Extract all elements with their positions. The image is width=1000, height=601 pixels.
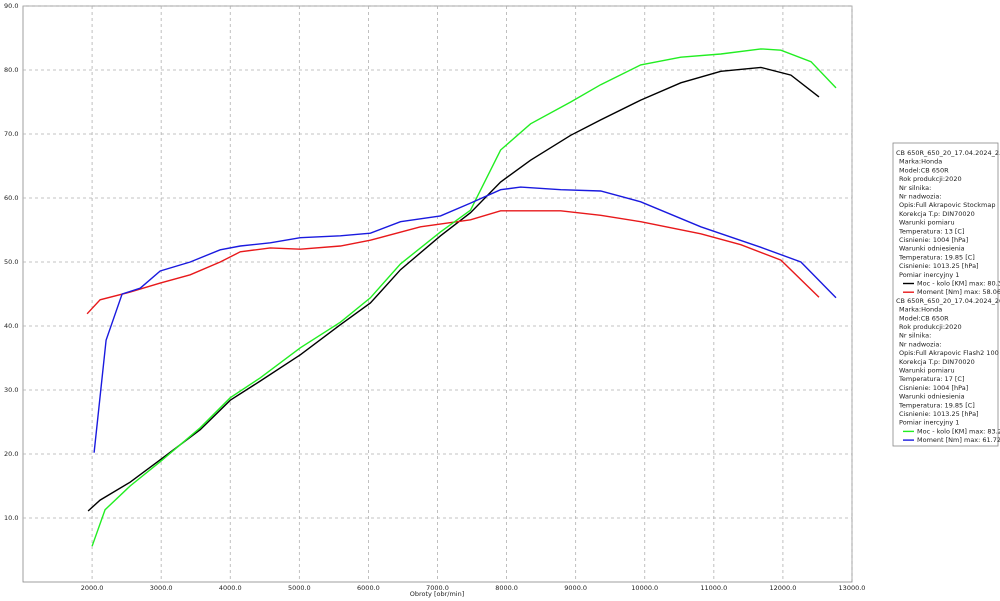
legend-info: Pomiar inercyjny 1: [899, 419, 959, 427]
y-tick-label: 80.0: [4, 66, 18, 74]
x-tick-label: 9000.0: [564, 584, 587, 592]
legend-info: Nr nadwozia:: [899, 193, 942, 201]
y-tick-label: 20.0: [4, 450, 18, 458]
legend-info: Warunki odniesienia: [899, 393, 965, 401]
legend-info: Temperatura: 19.85 [C]: [898, 253, 975, 261]
legend-label: Moment [Nm] max: 61.72: [917, 436, 1000, 444]
x-tick-label: 6000.0: [357, 584, 380, 592]
x-tick-label: 7000.0: [426, 584, 449, 592]
data-line: [91, 48, 837, 547]
legend-label: Moc - kolo [KM] max: 80.39: [917, 280, 1000, 288]
legend-label: Moc - kolo [KM] max: 83.21: [917, 427, 1000, 435]
legend-info: Model:CB 650R: [899, 314, 949, 322]
legend-info: Korekcja T.p: DIN70020: [899, 210, 975, 218]
x-axis-title: Obroty [obr/min]: [410, 590, 465, 598]
x-tick-label: 8000.0: [495, 584, 518, 592]
y-tick-label: 40.0: [4, 322, 18, 330]
x-tick-label: 13000.0: [839, 584, 866, 592]
legend-info: Warunki odniesienia: [899, 245, 965, 253]
x-tick-label: 11000.0: [700, 584, 727, 592]
legend-info: CB 650R_650_20_17.04.2024_26.gxml: [896, 297, 1000, 305]
legend-info: Rok produkcji:2020: [899, 323, 962, 331]
y-tick-label: 60.0: [4, 194, 18, 202]
legend-info: Opis:Full Akrapovic Flash2 100: [899, 349, 999, 357]
legend-info: Nr nadwozia:: [899, 340, 942, 348]
legend-info: Pomiar inercyjny 1: [899, 271, 959, 279]
y-tick-label: 70.0: [4, 130, 18, 138]
legend-info: Temperatura: 17 [C]: [898, 375, 965, 383]
legend-info: Warunki pomiaru: [899, 367, 955, 375]
legend-info: Cisnienie: 1004 [hPa]: [899, 236, 968, 244]
legend-info: Temperatura: 13 [C]: [898, 227, 965, 235]
legend-info: Cisnienie: 1013.25 [hPa]: [899, 410, 979, 418]
y-tick-label: 30.0: [4, 386, 18, 394]
legend-info: Model:CB 650R: [899, 166, 949, 174]
legend-box: [892, 142, 999, 447]
legend-info: Cisnienie: 1004 [hPa]: [899, 384, 968, 392]
legend-info: Korekcja T.p: DIN70020: [899, 358, 975, 366]
x-tick-label: 4000.0: [219, 584, 242, 592]
legend-info: Nr silnika:: [899, 332, 931, 340]
legend-info: Marka:Honda: [899, 158, 942, 166]
legend-info: Warunki pomiaru: [899, 219, 955, 227]
legend-info: CB 650R_650_20_17.04.2024_2.gxml: [896, 149, 1000, 157]
y-tick-label: 90.0: [4, 2, 18, 10]
y-tick-label: 10.0: [4, 514, 18, 522]
x-tick-label: 5000.0: [288, 584, 311, 592]
legend-info: Cisnienie: 1013.25 [hPa]: [899, 262, 979, 270]
legend-label: Moment [Nm] max: 58.06: [917, 288, 1000, 296]
legend-info: Rok produkcji:2020: [899, 175, 962, 183]
legend-info: Temperatura: 19.85 [C]: [898, 401, 975, 409]
x-tick-label: 3000.0: [150, 584, 173, 592]
legend-info: Opis:Full Akrapovic Stockmap: [899, 201, 996, 209]
x-tick-label: 2000.0: [81, 584, 104, 592]
x-tick-label: 12000.0: [769, 584, 796, 592]
y-tick-label: 50.0: [4, 258, 18, 266]
data-line: [86, 210, 820, 315]
legend-info: Nr silnika:: [899, 184, 931, 192]
data-line: [93, 186, 837, 453]
legend-info: Marka:Honda: [899, 306, 942, 314]
x-tick-label: 10000.0: [631, 584, 658, 592]
